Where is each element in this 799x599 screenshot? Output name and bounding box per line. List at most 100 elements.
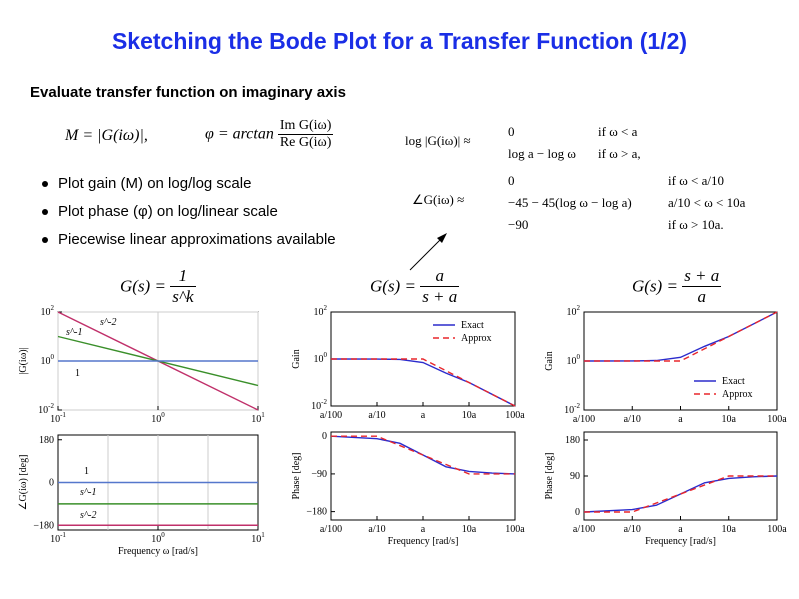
phase-def-lhs: φ = arctan [205, 125, 274, 143]
arrow-head [437, 233, 447, 243]
x-tick-label: 100a [767, 414, 787, 425]
bullet-item: Piecewise linear approximations availabl… [42, 226, 336, 254]
phase-fraction: Im G(iω) Re G(iω) [277, 118, 334, 151]
tf-numerator: a [420, 266, 460, 287]
tf-numerator: s + a [682, 266, 722, 287]
pointer-arrow [409, 235, 445, 271]
bullet-text: Piecewise linear approximations availabl… [58, 231, 336, 248]
y-tick-label: 0 [49, 478, 54, 489]
tf-lhs: G(s) = [632, 276, 678, 296]
x-tick-label: a [678, 524, 683, 535]
y-tick-label: 102 [314, 304, 328, 318]
tf-denominator: a [697, 287, 706, 306]
series-label: 1 [84, 466, 89, 477]
x-tick-label: 10a [722, 414, 737, 425]
slide-subtitle: Evaluate transfer function on imaginary … [30, 84, 346, 101]
x-tick-label: a/100 [320, 410, 342, 421]
series-label: s^-2 [80, 510, 96, 521]
plot-frame [330, 431, 516, 521]
series-label: s^-1 [80, 487, 96, 498]
case-condition: if ω < a [598, 124, 638, 139]
x-tick-label: a/100 [573, 524, 595, 535]
series-line-Approx [584, 311, 778, 362]
case-condition: a/10 < ω < 10a [668, 195, 746, 210]
y-axis-label: Phase [deg] [291, 453, 302, 500]
case-value: 0 [508, 173, 515, 188]
phase-numerator: Im G(iω) [277, 118, 334, 135]
case-value: 0 [508, 124, 515, 139]
y-tick-label: 0 [322, 431, 327, 442]
x-axis-label: Frequency [rad/s] [388, 536, 459, 547]
bullet-item: Plot gain (M) on log/log scale [42, 170, 336, 198]
series-label: 1 [75, 368, 80, 379]
log-gain-lhs: log |G(iω)| ≈ [405, 133, 471, 148]
bullet-list: Plot gain (M) on log/log scale Plot phas… [42, 170, 336, 254]
x-tick-label: a/10 [624, 524, 641, 535]
y-tick-label: 0 [575, 507, 580, 518]
case-condition: if ω > 10a. [668, 217, 724, 232]
tf-denominator: s + a [422, 287, 458, 306]
phase-approx-cases: 0 if ω < a/10 −45 − 45(log ω − log a) a/10… [508, 170, 745, 236]
x-tick-label: a/100 [320, 524, 342, 535]
series-label: s^-2 [100, 317, 116, 328]
slide-title: Sketching the Bode Plot for a Transfer F… [111, 28, 688, 54]
tf-denominator: s^k [172, 287, 194, 306]
case-value: −45 − 45(log ω − log a) [508, 195, 632, 210]
y-tick-label: 100 [41, 353, 55, 367]
phase-denominator: Re G(iω) [279, 135, 332, 150]
case-condition: if ω > a, [598, 146, 641, 161]
x-tick-label: 100 [151, 531, 165, 545]
y-axis-label: Gain [291, 349, 302, 368]
x-tick-label: a [678, 414, 683, 425]
y-tick-label: −180 [306, 507, 327, 518]
series-label: s^-1 [66, 327, 82, 338]
y-tick-label: 180 [565, 435, 580, 446]
x-tick-label: 10-1 [50, 531, 66, 545]
legend-label: Approx [461, 333, 492, 344]
case-value: log a − log ω [508, 146, 576, 161]
phase-approx-lhs: ∠G(iω) ≈ [412, 192, 465, 207]
y-tick-label: −90 [311, 469, 327, 480]
bullet-dot [42, 209, 48, 216]
x-tick-label: a/10 [368, 524, 385, 535]
series-line-Approx [331, 358, 516, 407]
legend-label: Exact [722, 376, 745, 387]
tf-fraction: 1 s^k [170, 266, 196, 307]
y-tick-label: 102 [567, 304, 581, 318]
bullet-dot [42, 237, 48, 244]
series-line-Approx [331, 435, 515, 475]
y-tick-label: −180 [33, 520, 54, 531]
gain-definition: M = |G(iω)|, [65, 127, 148, 144]
bullet-item: Plot phase (φ) on log/linear scale [42, 198, 336, 226]
x-tick-label: 10-1 [50, 411, 66, 425]
x-tick-label: 101 [251, 531, 265, 545]
y-tick-label: 102 [41, 304, 55, 318]
x-tick-label: a/100 [573, 414, 595, 425]
x-tick-label: a/10 [368, 410, 385, 421]
y-tick-label: 100 [567, 353, 581, 367]
case-condition: if ω < a/10 [668, 173, 724, 188]
y-axis-label: Phase [deg] [544, 453, 555, 500]
phase-definition: φ = arctan Im G(iω) Re G(iω) [205, 118, 334, 151]
x-tick-label: a [421, 524, 426, 535]
y-axis-label: |G(iω)| [18, 347, 29, 374]
x-tick-label: 100a [505, 410, 525, 421]
x-tick-label: a [421, 410, 426, 421]
y-axis-label: Gain [544, 351, 555, 370]
x-axis-label: Frequency [rad/s] [645, 536, 716, 547]
log-gain-cases: 0 if ω < a log a − log ω if ω > a, [508, 121, 641, 165]
series-line-Exact [330, 435, 516, 475]
tf-lhs: G(s) = [120, 276, 166, 296]
x-tick-label: 10a [462, 524, 477, 535]
tf-lhs: G(s) = [370, 276, 416, 296]
x-tick-label: 10a [722, 524, 737, 535]
case-value: −90 [508, 217, 529, 232]
bullet-text: Plot gain (M) on log/log scale [58, 175, 252, 192]
tf-numerator: 1 [170, 266, 196, 287]
bullet-dot [42, 181, 48, 188]
y-tick-label: 180 [39, 435, 54, 446]
